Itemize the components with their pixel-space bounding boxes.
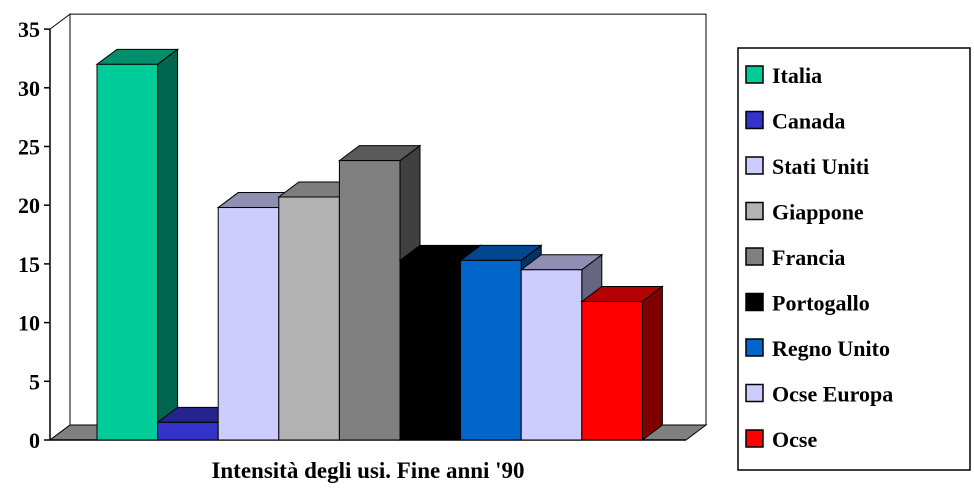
legend-label: Ocse Europa [772,382,893,407]
bar-side [641,285,663,441]
bar-front [460,259,522,441]
bar [580,285,664,441]
bar-front [399,259,462,441]
legend-item: Regno Unito [745,336,890,361]
legend-item: Stati Uniti [745,154,869,179]
legend-item: Ocse Europa [745,382,893,407]
bar-front [338,160,401,441]
legend-item: Italia [745,63,822,88]
y-tick-label: 5 [29,369,40,394]
y-tick-label: 20 [18,193,40,218]
legend-box [737,47,971,471]
legend-item: Francia [745,245,845,270]
legend-swatch [745,201,764,221]
legend-swatch [745,338,764,357]
legend: Italia Canada Stati Uniti Giappone Francia Po… [737,47,971,471]
legend-item: Canada [745,109,845,134]
legend-label: Portogallo [772,291,870,316]
bar-front [157,421,219,441]
legend-swatch [745,292,764,312]
legend-label: Regno Unito [772,336,890,361]
legend-label: Ocse [772,427,817,452]
y-tick-label: 10 [18,311,40,336]
bar [95,48,180,441]
x-axis-title: Intensità degli usi. Fine anni '90 [211,458,524,483]
y-axis: 0 5 10 15 20 25 30 35 [18,17,50,453]
bar [459,244,543,441]
bar-side [157,48,179,441]
legend-item: Portogallo [745,291,870,316]
legend-swatch [745,247,764,266]
bar-front [96,63,159,441]
bar-front [278,196,340,441]
legend-label: Canada [772,109,845,134]
legend-swatch [745,65,764,84]
legend-label: Stati Uniti [772,154,869,179]
side-wall [49,13,71,441]
bar-front [581,300,643,441]
legend-item: Giappone [745,200,864,225]
legend-label: Giappone [772,200,864,225]
y-tick-label: 35 [18,17,40,42]
bars [95,48,664,441]
y-tick-label: 25 [18,135,40,160]
bar-front [520,269,583,441]
y-tick-label: 30 [18,76,40,101]
y-tick-label: 15 [18,252,40,277]
legend-label: Italia [772,63,822,88]
bar-front [217,207,280,441]
legend-swatch [745,156,764,175]
legend-swatch [745,110,764,130]
legend-label: Francia [772,245,845,270]
y-tick-label: 0 [29,428,40,453]
legend-item: Ocse [745,427,817,452]
legend-swatch [745,383,764,403]
legend-swatch [745,429,764,448]
